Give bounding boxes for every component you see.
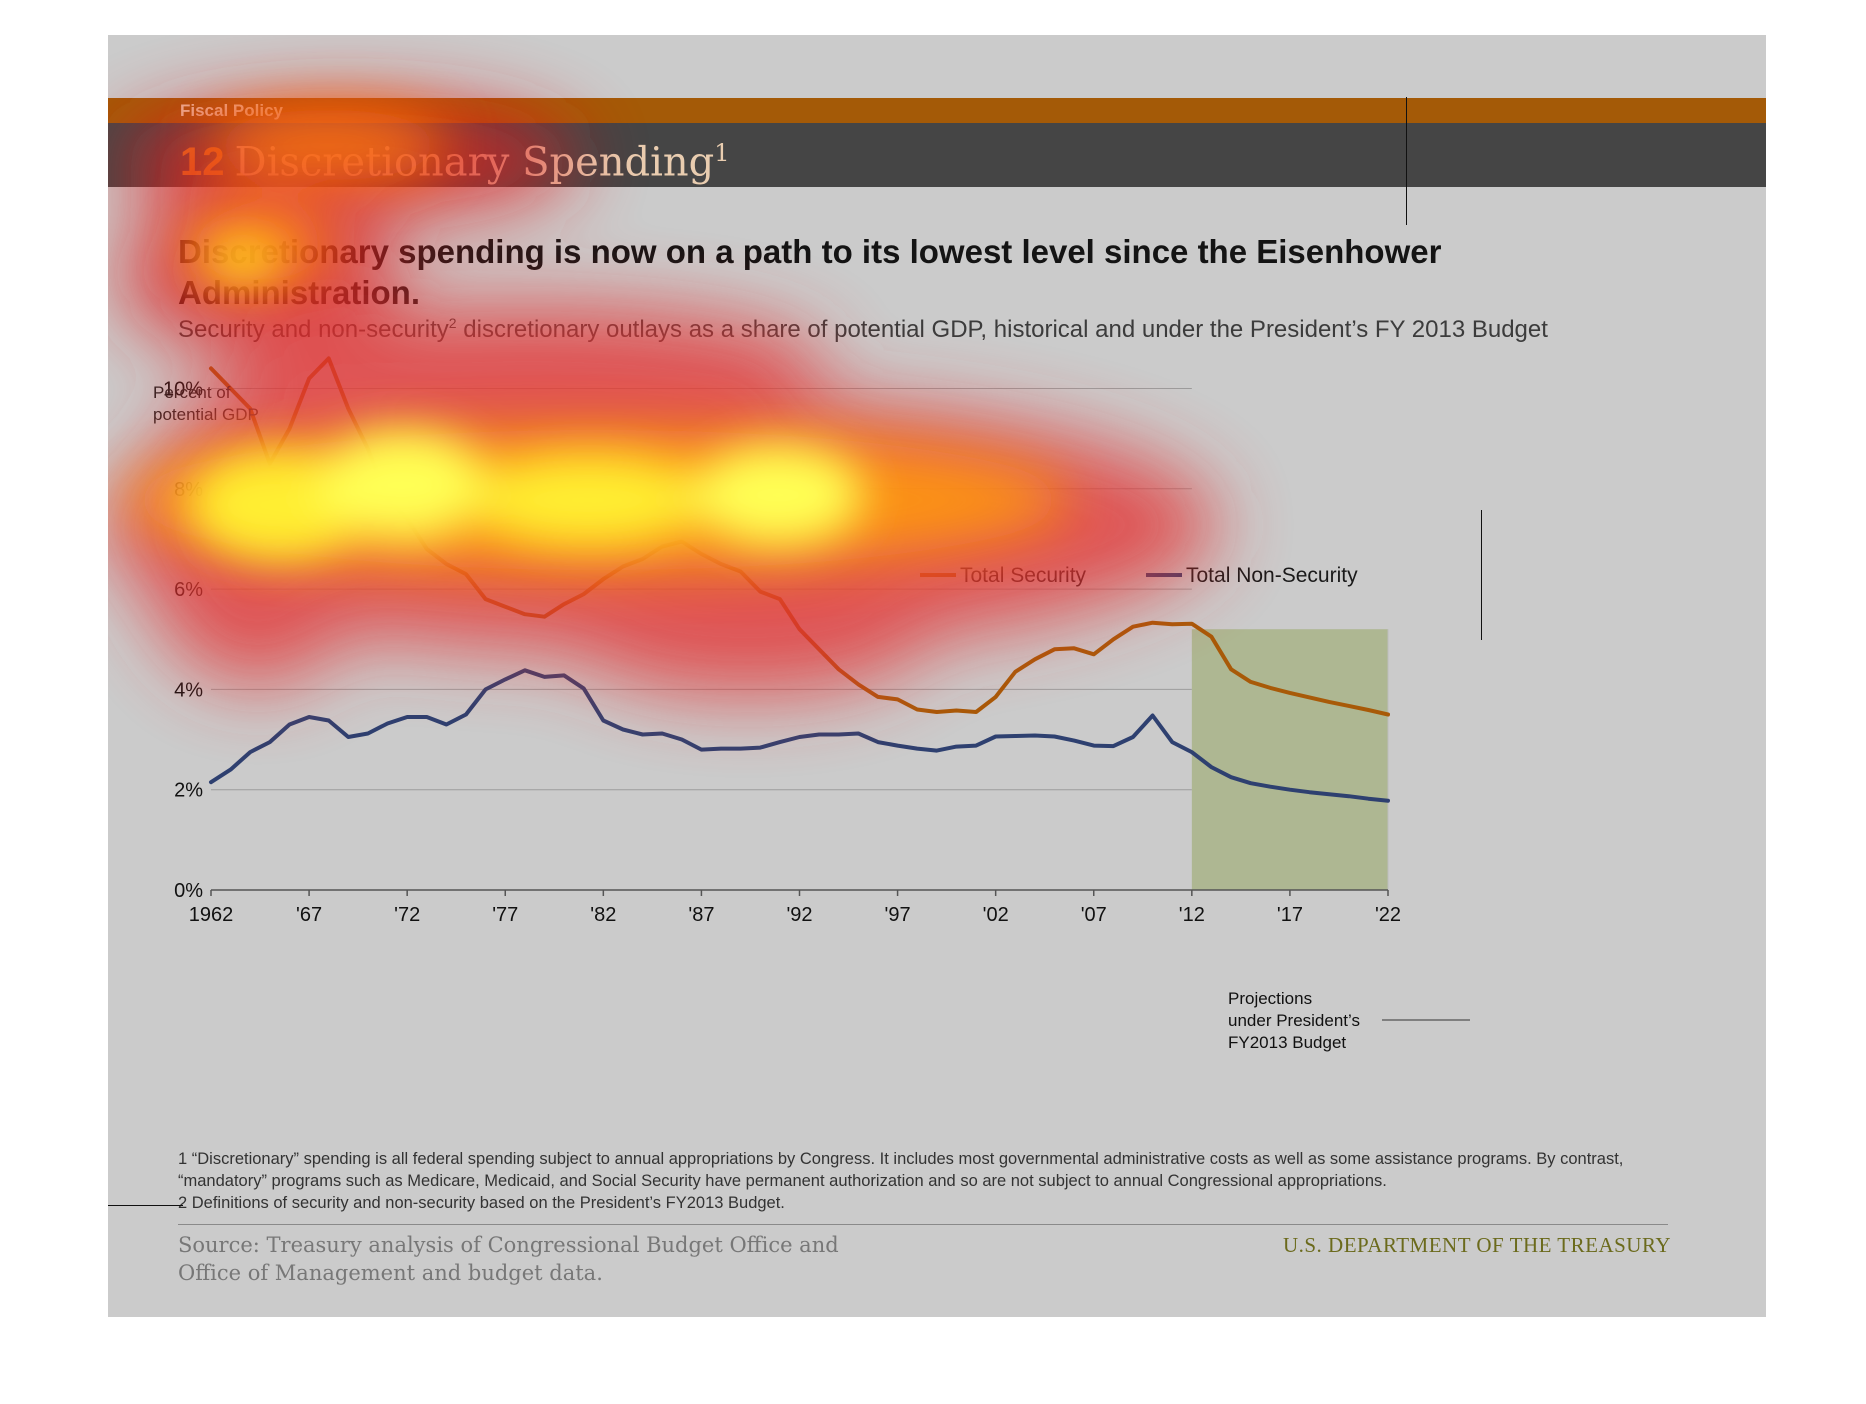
x-tick-label: '92 xyxy=(786,904,812,926)
page-title-footnote-mark: 1 xyxy=(714,139,730,167)
legend-label-non-security: Total Non-Security xyxy=(1186,564,1358,587)
stray-vertical-mark xyxy=(1406,97,1407,225)
projection-shade xyxy=(1191,629,1388,890)
projection-label-line: under President’s xyxy=(1228,1011,1360,1030)
legend: Total Security Total Non-Security xyxy=(920,564,1358,587)
series-line-total-non-security xyxy=(209,668,1390,803)
agency-name: U.S. DEPARTMENT OF THE TREASURY xyxy=(1282,1233,1671,1257)
y-tick-label: 4% xyxy=(174,679,203,701)
projection-label-line: Projections xyxy=(1228,989,1312,1008)
footnotes: 1 “Discretionary” spending is all federa… xyxy=(178,1148,1688,1214)
y-tick-label: 2% xyxy=(174,780,203,802)
x-tick-label: '87 xyxy=(688,904,714,926)
x-tick-label: '77 xyxy=(492,904,518,926)
line-chart: 0%2%4%6%8%10%1962'67'72'77'82'87'92'97'0… xyxy=(153,356,1470,1052)
x-tick-label: '07 xyxy=(1081,904,1107,926)
footnote-2: 2 Definitions of security and non-securi… xyxy=(178,1194,785,1212)
projection-note: Projections under President’s FY2013 Budge… xyxy=(1228,989,1470,1052)
y-tick-label: 0% xyxy=(174,880,203,902)
source-note: Source: Treasury analysis of Congression… xyxy=(178,1233,839,1285)
x-tick-label: '97 xyxy=(885,904,911,926)
x-tick-label: '22 xyxy=(1375,904,1401,926)
projection-label-line: FY2013 Budget xyxy=(1228,1033,1346,1052)
x-tick-label: '67 xyxy=(296,904,322,926)
footnote-1: 1 “Discretionary” spending is all federa… xyxy=(178,1150,1624,1190)
x-tick-label: '12 xyxy=(1179,904,1205,926)
y-axis-title-line: potential GDP xyxy=(153,405,259,424)
x-tick-label: '17 xyxy=(1277,904,1303,926)
gridlines xyxy=(211,388,1192,791)
y-tick-label: 6% xyxy=(174,579,203,601)
x-tick-label: '02 xyxy=(983,904,1009,926)
stray-horizontal-mark xyxy=(108,1205,183,1206)
footer-divider xyxy=(178,1224,1668,1225)
legend-label-security: Total Security xyxy=(960,564,1087,587)
x-tick-label: '82 xyxy=(590,904,616,926)
projection-region xyxy=(1191,629,1389,890)
slide: Fiscal Policy 12 Discretionary Spending1 … xyxy=(108,35,1766,1317)
y-tick-label: 8% xyxy=(174,479,203,501)
y-axis-title-line: Percent of xyxy=(153,383,231,402)
x-tick-label: '72 xyxy=(394,904,420,926)
x-tick-label: 1962 xyxy=(189,904,234,926)
stray-vertical-mark xyxy=(1481,510,1482,640)
